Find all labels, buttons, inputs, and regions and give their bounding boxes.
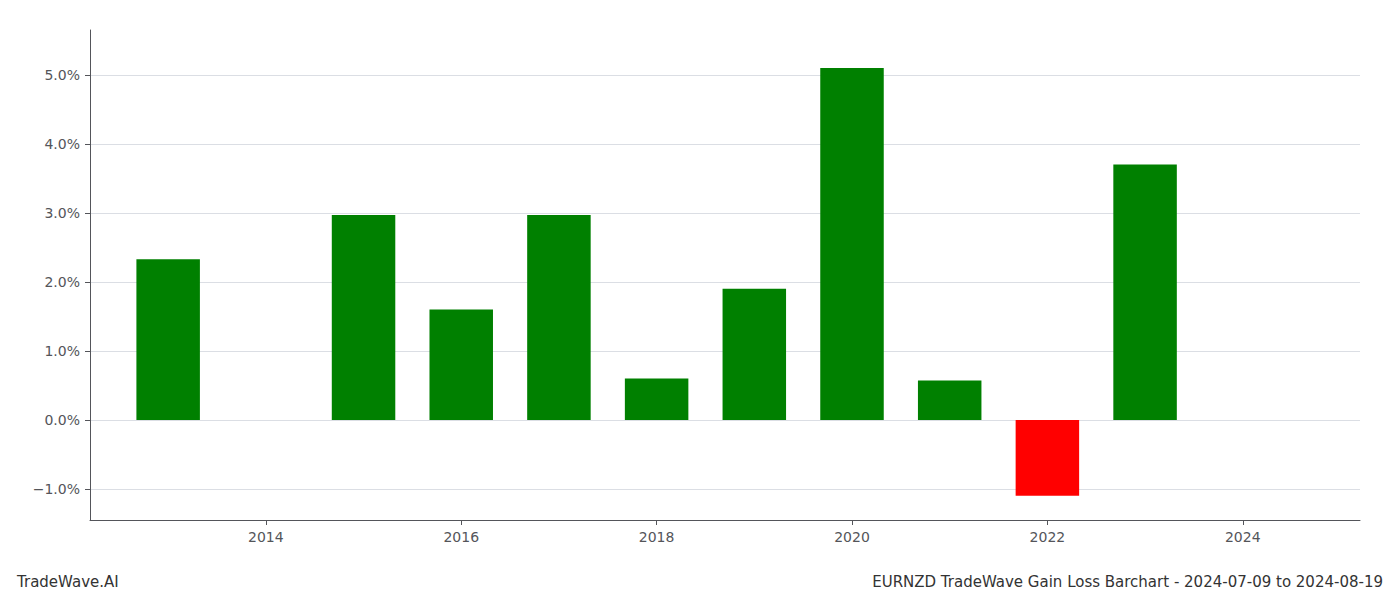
svg-text:2024: 2024	[1225, 529, 1261, 545]
svg-text:TradeWave.AI: TradeWave.AI	[16, 573, 119, 591]
svg-text:EURNZD TradeWave Gain Loss Bar: EURNZD TradeWave Gain Loss Barchart - 20…	[872, 573, 1383, 591]
svg-text:1.0%: 1.0%	[44, 343, 80, 359]
svg-text:2022: 2022	[1030, 529, 1066, 545]
svg-text:2016: 2016	[443, 529, 479, 545]
svg-text:2018: 2018	[639, 529, 675, 545]
svg-text:2020: 2020	[834, 529, 870, 545]
svg-text:5.0%: 5.0%	[44, 67, 80, 83]
svg-text:2014: 2014	[248, 529, 284, 545]
svg-text:−1.0%: −1.0%	[33, 481, 80, 497]
svg-text:3.0%: 3.0%	[44, 205, 80, 221]
svg-text:4.0%: 4.0%	[44, 136, 80, 152]
svg-text:2.0%: 2.0%	[44, 274, 80, 290]
svg-text:0.0%: 0.0%	[44, 412, 80, 428]
